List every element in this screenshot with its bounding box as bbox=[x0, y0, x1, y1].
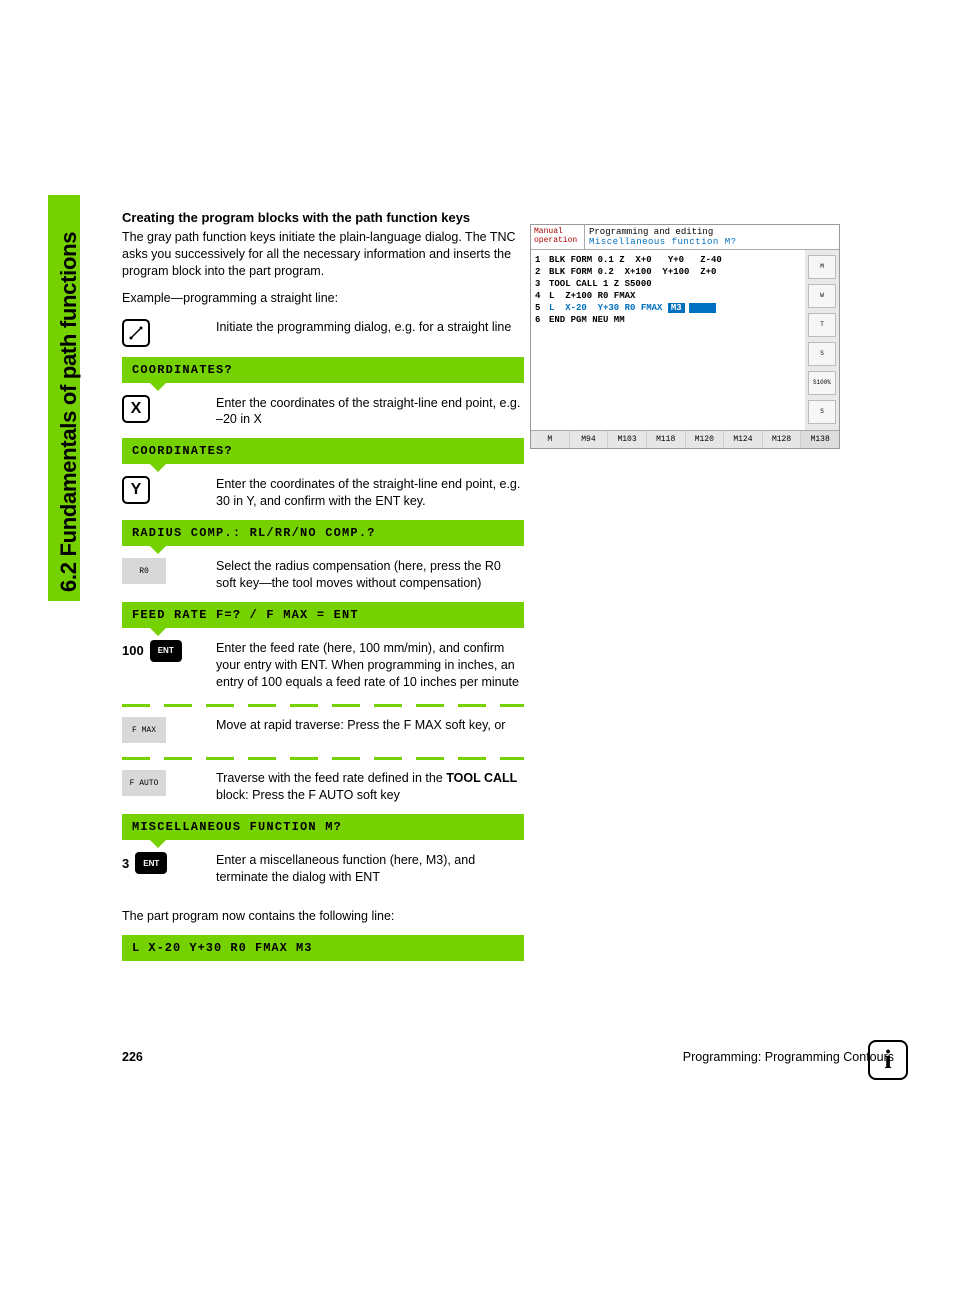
hmi-side-button[interactable]: W bbox=[808, 284, 836, 308]
step-line: Initiate the programming dialog, e.g. fo… bbox=[122, 319, 524, 347]
step-m-desc: Enter a miscellaneous function (here, M3… bbox=[216, 852, 524, 886]
hmi-title: Programming and editing Miscellaneous fu… bbox=[585, 225, 839, 250]
step-fauto: F AUTO Traverse with the feed rate defin… bbox=[122, 770, 524, 804]
y-axis-key: Y bbox=[122, 476, 150, 504]
hmi-softkey[interactable]: M103 bbox=[608, 431, 647, 448]
chapter-name: Programming: Programming Contours bbox=[683, 1050, 894, 1064]
step-m: 3 ENT Enter a miscellaneous function (he… bbox=[122, 852, 524, 886]
hmi-softkey[interactable]: M118 bbox=[647, 431, 686, 448]
hmi-softkey[interactable]: M128 bbox=[763, 431, 802, 448]
r0-softkey: R0 bbox=[122, 558, 166, 584]
page-number: 226 bbox=[122, 1050, 143, 1064]
step-x: X Enter the coordinates of the straight-… bbox=[122, 395, 524, 429]
step-y: Y Enter the coordinates of the straight-… bbox=[122, 476, 524, 510]
hmi-softkey[interactable]: M bbox=[531, 431, 570, 448]
result-code: L X-20 Y+30 R0 FMAX M3 bbox=[122, 935, 524, 961]
main-content: Creating the program blocks with the pat… bbox=[122, 210, 524, 961]
m-value: 3 bbox=[122, 856, 129, 871]
hmi-side-buttons: MWTSS100%S bbox=[805, 250, 839, 430]
example-intro: Example—programming a straight line: bbox=[122, 290, 524, 307]
separator bbox=[122, 704, 524, 707]
fmax-softkey: F MAX bbox=[122, 717, 166, 743]
info-icon: i bbox=[868, 1040, 908, 1080]
hmi-softkey-row: MM94M103M118M120M124M128M138 bbox=[531, 430, 839, 448]
step-fauto-desc: Traverse with the feed rate defined in t… bbox=[216, 770, 524, 804]
hmi-side-button[interactable]: S100% bbox=[808, 371, 836, 395]
fauto-softkey: F AUTO bbox=[122, 770, 166, 796]
intro-paragraph: The gray path function keys initiate the… bbox=[122, 229, 524, 280]
ent-key: ENT bbox=[150, 640, 182, 662]
prompt-misc: MISCELLANEOUS FUNCTION M? bbox=[122, 814, 524, 840]
step-fmax: F MAX Move at rapid traverse: Press the … bbox=[122, 717, 524, 743]
step-line-desc: Initiate the programming dialog, e.g. fo… bbox=[216, 319, 524, 336]
step-feed: 100 ENT Enter the feed rate (here, 100 m… bbox=[122, 640, 524, 691]
x-axis-key: X bbox=[122, 395, 150, 423]
hmi-side-button[interactable]: S bbox=[808, 400, 836, 424]
chapter-title: 6.2 Fundamentals of path functions bbox=[56, 232, 82, 592]
prompt-coordinates-1: COORDINATES? bbox=[122, 357, 524, 383]
hmi-program-listing: 1BLK FORM 0.1 Z X+0 Y+0 Z-402BLK FORM 0.… bbox=[531, 250, 805, 430]
hmi-side-button[interactable]: M bbox=[808, 255, 836, 279]
feed-value: 100 bbox=[122, 643, 144, 658]
hmi-mode: Manualoperation bbox=[531, 225, 585, 250]
step-feed-desc: Enter the feed rate (here, 100 mm/min), … bbox=[216, 640, 524, 691]
step-r0-desc: Select the radius compensation (here, pr… bbox=[216, 558, 524, 592]
line-key-icon bbox=[122, 319, 150, 347]
hmi-softkey[interactable]: M120 bbox=[686, 431, 725, 448]
hmi-softkey[interactable]: M124 bbox=[724, 431, 763, 448]
prompt-coordinates-2: COORDINATES? bbox=[122, 438, 524, 464]
page-footer: 226 Programming: Programming Contours bbox=[122, 1050, 894, 1064]
prompt-feed: FEED RATE F=? / F MAX = ENT bbox=[122, 602, 524, 628]
step-x-desc: Enter the coordinates of the straight-li… bbox=[216, 395, 524, 429]
step-fmax-desc: Move at rapid traverse: Press the F MAX … bbox=[216, 717, 524, 734]
result-intro: The part program now contains the follow… bbox=[122, 908, 524, 925]
hmi-side-button[interactable]: T bbox=[808, 313, 836, 337]
separator bbox=[122, 757, 524, 760]
hmi-screenshot: Manualoperation Programming and editing … bbox=[530, 224, 840, 449]
section-heading: Creating the program blocks with the pat… bbox=[122, 210, 524, 225]
hmi-softkey[interactable]: M94 bbox=[570, 431, 609, 448]
prompt-radius: RADIUS COMP.: RL/RR/NO COMP.? bbox=[122, 520, 524, 546]
step-r0: R0 Select the radius compensation (here,… bbox=[122, 558, 524, 592]
hmi-side-button[interactable]: S bbox=[808, 342, 836, 366]
step-y-desc: Enter the coordinates of the straight-li… bbox=[216, 476, 524, 510]
hmi-softkey[interactable]: M138 bbox=[801, 431, 839, 448]
ent-key: ENT bbox=[135, 852, 167, 874]
